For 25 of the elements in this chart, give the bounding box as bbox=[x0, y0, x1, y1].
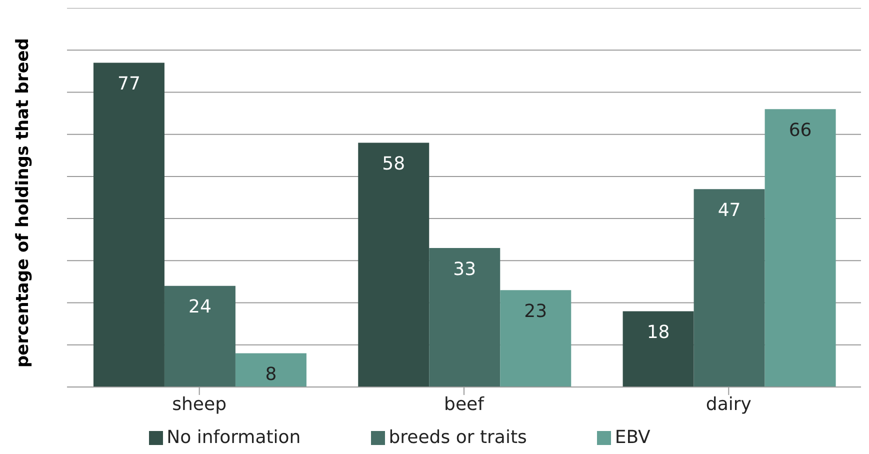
x-tick-label: dairy bbox=[706, 394, 752, 415]
data-label: 24 bbox=[188, 296, 212, 318]
y-axis-title: percentage of holdings that breed bbox=[13, 38, 34, 368]
data-label: 8 bbox=[265, 364, 277, 386]
bar bbox=[764, 109, 836, 387]
data-label: 23 bbox=[524, 300, 548, 322]
data-label: 47 bbox=[718, 200, 741, 221]
legend-label: EBV bbox=[614, 427, 650, 448]
data-label: 58 bbox=[382, 154, 406, 175]
bar bbox=[622, 311, 694, 387]
x-tick-label: sheep bbox=[172, 394, 227, 415]
bar bbox=[93, 62, 164, 387]
bar bbox=[500, 290, 572, 387]
bar bbox=[235, 353, 306, 387]
bar bbox=[164, 286, 236, 387]
x-tick-label: beef bbox=[444, 394, 485, 415]
data-label: 77 bbox=[118, 74, 140, 95]
data-label: 18 bbox=[646, 322, 670, 343]
legend-label: breeds or traits bbox=[388, 427, 527, 448]
bar bbox=[358, 142, 430, 387]
data-label: 66 bbox=[788, 120, 812, 141]
data-label: 33 bbox=[453, 258, 476, 280]
bar bbox=[429, 248, 500, 387]
bar bbox=[694, 189, 765, 387]
legend-label: No information bbox=[166, 427, 301, 448]
